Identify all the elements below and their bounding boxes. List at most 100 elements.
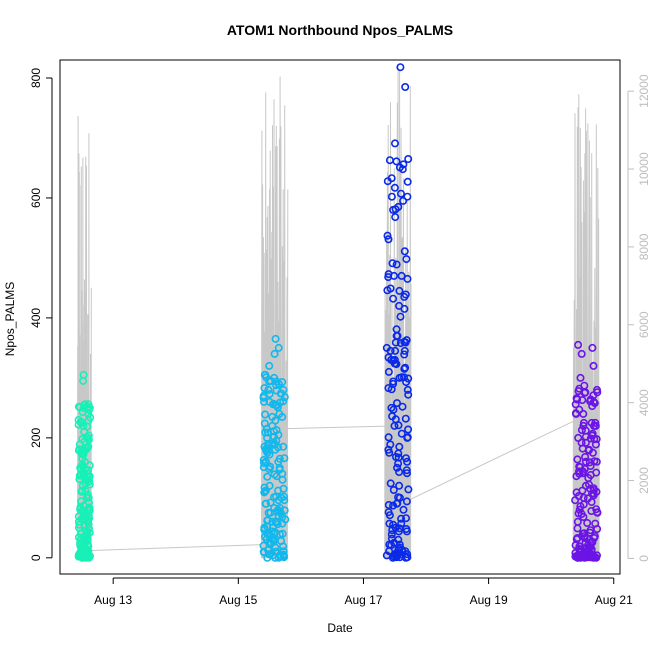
data-point — [588, 402, 597, 411]
data-point — [402, 469, 411, 478]
data-point — [391, 346, 400, 355]
data-point — [82, 530, 91, 539]
data-point — [387, 541, 396, 550]
data-point — [403, 550, 412, 559]
data-point — [84, 431, 93, 440]
data-point — [266, 508, 275, 517]
data-point — [399, 160, 408, 169]
data-point — [402, 466, 411, 475]
series-line-3 — [572, 94, 600, 559]
data-point — [263, 448, 272, 457]
data-point — [575, 505, 584, 514]
data-point — [386, 479, 395, 488]
data-point — [265, 390, 274, 399]
data-point — [263, 428, 272, 437]
data-point — [392, 260, 401, 269]
data-point — [269, 493, 278, 502]
data-point — [83, 443, 92, 452]
data-point — [270, 349, 279, 358]
data-point — [397, 271, 406, 280]
plot-area — [74, 63, 602, 562]
y-tick-label: 400 — [29, 308, 43, 328]
data-point — [392, 331, 401, 340]
data-point — [83, 490, 92, 499]
data-point — [264, 441, 273, 450]
data-point — [579, 421, 588, 430]
x-tick-label: Aug 13 — [94, 593, 132, 607]
series-line-2 — [384, 66, 412, 559]
data-point — [78, 448, 87, 457]
data-point — [278, 475, 287, 484]
data-point — [388, 553, 397, 562]
data-point — [78, 486, 87, 495]
y2-tick-label: 10000 — [637, 152, 650, 186]
y-tick-label: 0 — [29, 554, 43, 561]
data-point — [383, 177, 392, 186]
data-point — [278, 378, 287, 387]
data-point — [572, 488, 581, 497]
data-point — [385, 156, 394, 165]
data-point — [78, 408, 87, 417]
data-point — [276, 508, 285, 517]
data-point — [280, 393, 289, 402]
data-point — [383, 231, 392, 240]
data-point — [392, 399, 401, 408]
x-tick-label: Aug 19 — [470, 593, 508, 607]
data-point — [572, 394, 581, 403]
data-point — [588, 448, 597, 457]
data-point — [272, 381, 281, 390]
data-point — [578, 444, 587, 453]
data-point — [404, 485, 413, 494]
data-point — [581, 452, 590, 461]
data-point — [579, 469, 588, 478]
data-point — [583, 518, 592, 527]
data-point — [573, 524, 582, 533]
data-point — [77, 550, 86, 559]
data-point — [400, 350, 409, 359]
y-tick-label: 800 — [29, 68, 43, 88]
data-point — [588, 538, 597, 547]
data-point — [83, 422, 92, 431]
data-point — [593, 508, 602, 517]
data-point — [400, 346, 409, 355]
data-point — [395, 286, 404, 295]
data-point — [393, 463, 402, 472]
data-point — [585, 553, 594, 562]
data-point — [577, 426, 586, 435]
data-point — [386, 440, 395, 449]
y2-tick-label: 2000 — [637, 467, 650, 494]
data-point — [396, 189, 405, 198]
data-point — [389, 294, 398, 303]
data-point — [85, 498, 94, 507]
data-point — [85, 524, 94, 533]
data-point — [403, 192, 412, 201]
data-point — [269, 399, 278, 408]
data-point — [81, 534, 90, 543]
data-point — [260, 525, 269, 534]
data-point — [279, 397, 288, 406]
data-point — [386, 284, 395, 293]
connector-line — [88, 416, 583, 552]
data-point — [388, 259, 397, 268]
data-point — [268, 412, 277, 421]
data-point — [266, 498, 275, 507]
data-point — [384, 500, 393, 509]
data-point — [572, 472, 581, 481]
data-point — [402, 255, 411, 264]
data-point — [265, 550, 274, 559]
axes: 0200400600800020004000600080001000012000… — [29, 68, 650, 607]
data-point — [387, 192, 396, 201]
data-point — [576, 373, 585, 382]
data-point — [280, 496, 289, 505]
data-point — [277, 536, 286, 545]
data-point — [402, 336, 411, 345]
data-point — [579, 409, 588, 418]
data-point — [278, 412, 287, 421]
x-tick-label: Aug 21 — [595, 593, 633, 607]
data-point — [391, 359, 400, 368]
data-point — [577, 509, 586, 518]
data-point — [404, 425, 413, 434]
data-point — [261, 410, 270, 419]
data-point — [389, 485, 398, 494]
